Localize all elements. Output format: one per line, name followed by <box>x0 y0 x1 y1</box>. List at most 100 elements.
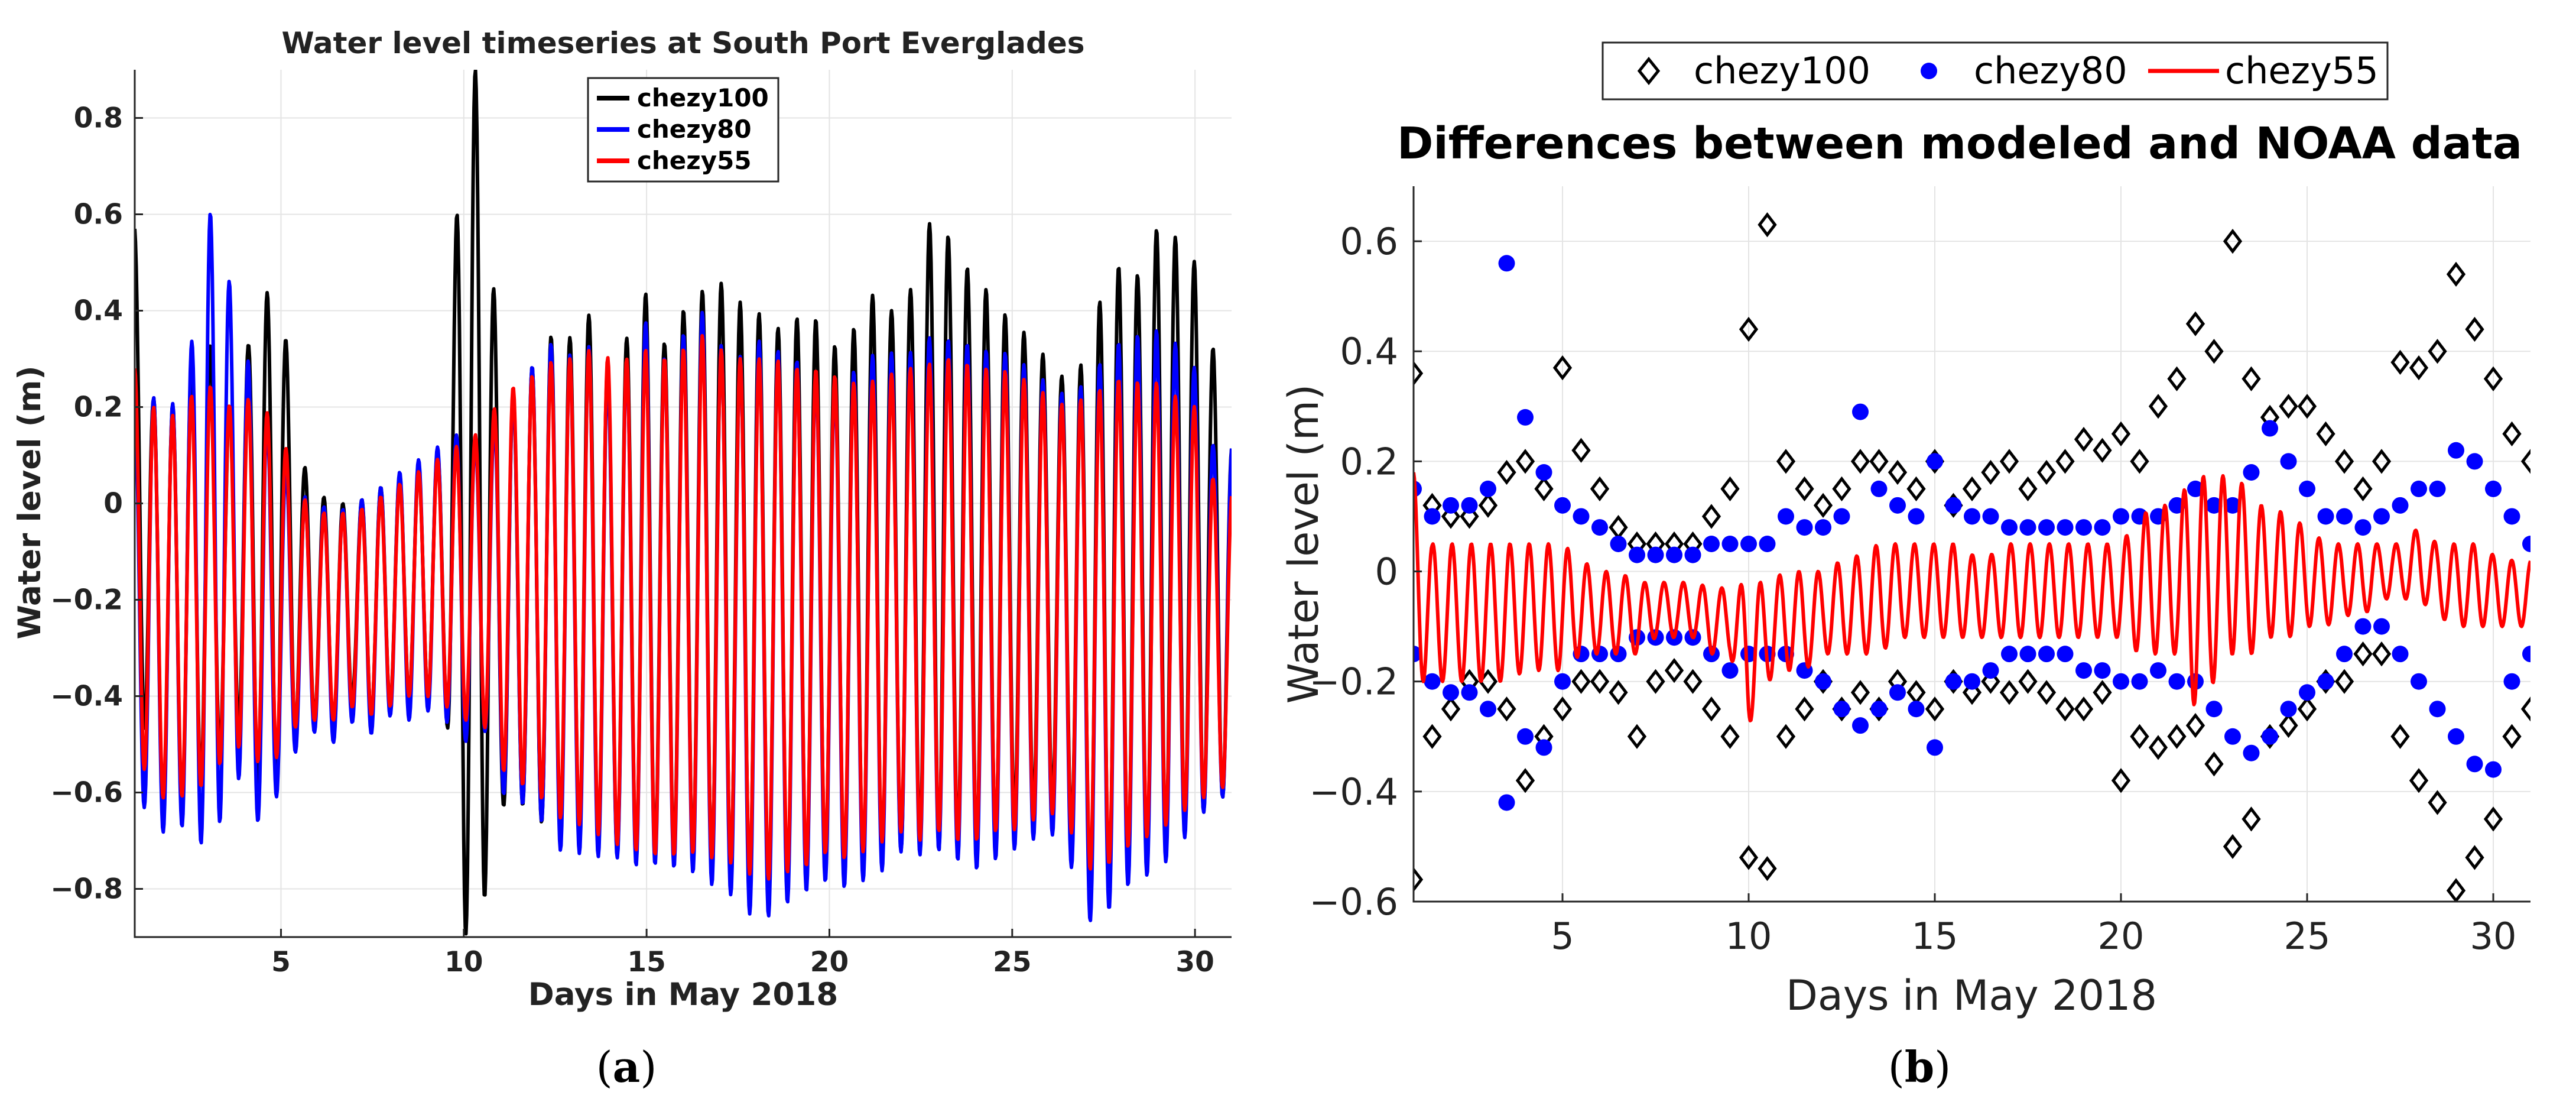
point-chezy80 <box>1759 536 1776 552</box>
panel-a-x-axis-label: Days in May 2018 <box>528 977 838 1013</box>
point-chezy100 <box>1515 768 1535 793</box>
caption-a-letter: a <box>613 1042 641 1092</box>
point-chezy100 <box>1497 459 1516 485</box>
point-chezy80 <box>2485 480 2502 497</box>
point-chezy80 <box>1927 453 1943 470</box>
point-chezy80 <box>2038 646 2055 663</box>
legend-label-chezy55: chezy55 <box>637 146 752 175</box>
caption-b: (b) <box>1888 1042 1951 1092</box>
legend-label-chezy55-b: chezy55 <box>2225 49 2379 92</box>
panel-a-x-tick-label: 15 <box>627 946 665 978</box>
point-chezy80 <box>2466 453 2483 470</box>
point-chezy80 <box>2336 508 2353 525</box>
point-chezy100 <box>1776 449 1796 474</box>
panel-b-y-tick-label: −0.4 <box>1309 770 1398 813</box>
point-chezy100 <box>2483 806 2503 832</box>
point-chezy100 <box>1999 449 2019 474</box>
point-chezy100 <box>1813 492 1833 518</box>
point-chezy100 <box>2055 449 2075 474</box>
point-chezy100 <box>2185 311 2205 336</box>
point-chezy80 <box>2205 497 2223 514</box>
point-chezy100 <box>2502 724 2522 749</box>
point-chezy100 <box>1552 355 1573 381</box>
point-chezy80 <box>1870 701 1888 718</box>
point-chezy80 <box>2019 519 2036 536</box>
point-chezy80 <box>2131 673 2148 690</box>
panel-a-y-axis-label: Water level (m) <box>12 365 48 639</box>
point-chezy100 <box>1758 212 1777 238</box>
panel-a-axes <box>134 70 1232 938</box>
point-chezy100 <box>2297 394 2317 419</box>
point-chezy100 <box>2185 713 2205 738</box>
point-chezy100 <box>2242 366 2261 391</box>
point-chezy100 <box>2018 669 2038 694</box>
point-chezy100 <box>2372 449 2392 474</box>
point-chezy80 <box>1517 728 1534 745</box>
point-chezy100 <box>2428 339 2447 364</box>
point-chezy100 <box>1962 476 1982 502</box>
point-chezy80 <box>2168 673 2185 690</box>
point-chezy100 <box>2334 449 2354 474</box>
point-chezy80 <box>2243 464 2260 481</box>
point-chezy80 <box>2113 673 2129 690</box>
point-chezy80 <box>2411 673 2427 690</box>
point-chezy80 <box>2075 662 2092 679</box>
point-chezy100 <box>1571 669 1591 694</box>
point-chezy100 <box>2465 316 2484 342</box>
panel-a-x-tick-label: 30 <box>1175 946 1214 978</box>
point-chezy100 <box>1534 476 1554 502</box>
panel-a-x-tick-label: 25 <box>993 946 1031 978</box>
panel-a-y-tick-label: 0.6 <box>74 199 123 231</box>
point-chezy80 <box>1443 684 1459 701</box>
point-chezy100 <box>2074 427 2094 452</box>
panel-b-legend: chezy100 chezy80 chezy55 <box>1602 41 2389 101</box>
panel-b-x-tick-label: 10 <box>1726 915 1772 958</box>
point-chezy100 <box>2111 421 2131 446</box>
point-chezy100 <box>2223 834 2243 860</box>
panel-a-x-tick-label: 10 <box>444 946 483 978</box>
point-chezy80 <box>2466 756 2483 773</box>
caption-a: (a) <box>596 1042 657 1092</box>
point-chezy100 <box>1850 680 1870 705</box>
point-chezy100 <box>2204 751 2224 777</box>
point-chezy80 <box>1833 508 1850 525</box>
point-chezy80 <box>1703 536 1720 552</box>
point-chezy80 <box>1721 662 1739 679</box>
legend-label-chezy80-b: chezy80 <box>1974 49 2127 92</box>
point-chezy80 <box>2448 728 2464 745</box>
point-chezy80 <box>2429 701 2446 718</box>
point-chezy80 <box>1535 739 1552 756</box>
point-chezy80 <box>2057 646 2074 663</box>
point-chezy80 <box>1535 464 1552 481</box>
point-chezy100 <box>2111 768 2131 793</box>
point-chezy100 <box>2242 806 2261 832</box>
point-chezy100 <box>2223 228 2243 254</box>
panel-a-y-tick-label: 0.8 <box>74 102 123 135</box>
legend-label-chezy80: chezy80 <box>637 115 752 144</box>
point-chezy100 <box>2036 459 2057 485</box>
point-chezy80 <box>1889 497 1906 514</box>
panel-b-x-axis-label: Days in May 2018 <box>1786 971 2157 1020</box>
point-chezy100 <box>2093 437 2112 463</box>
point-chezy100 <box>2074 696 2094 722</box>
panel-b-axes <box>1412 186 2530 903</box>
point-chezy100 <box>2279 394 2298 419</box>
point-chezy80 <box>2317 508 2334 525</box>
panel-b-x-tick-label: 25 <box>2284 915 2331 958</box>
panel-a-y-tick-label: −0.2 <box>50 584 123 617</box>
point-chezy80 <box>2075 519 2092 536</box>
point-chezy100 <box>2390 349 2410 375</box>
point-chezy100 <box>2148 394 2168 419</box>
panel-b-x-tick-label: 30 <box>2470 915 2517 958</box>
point-chezy100 <box>2018 476 2038 502</box>
point-chezy100 <box>2093 680 2112 705</box>
point-chezy80 <box>1461 497 1478 514</box>
caption-b-close: ) <box>1934 1042 1951 1092</box>
point-chezy80 <box>1945 497 1962 514</box>
point-chezy80 <box>2429 480 2446 497</box>
point-chezy100 <box>1664 657 1684 683</box>
panel-a-chart: Water level timeseries at South Port Eve… <box>12 26 1232 1013</box>
point-chezy80 <box>1740 536 1757 552</box>
point-chezy100 <box>1720 724 1740 749</box>
